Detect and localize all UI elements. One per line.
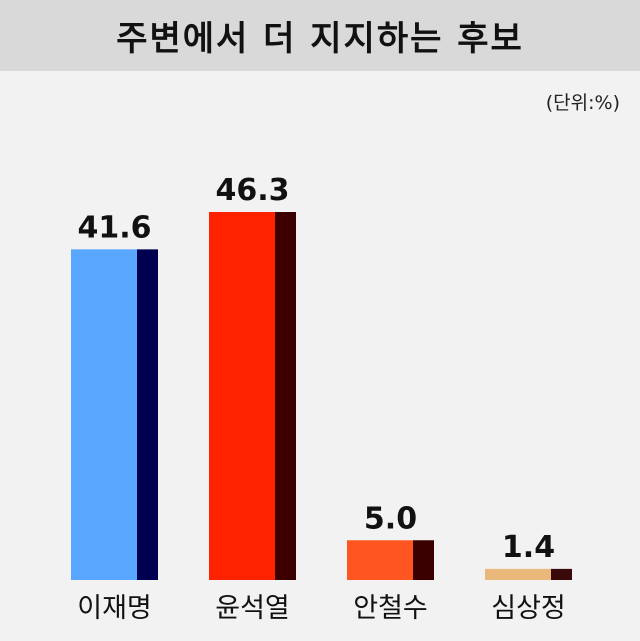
category-label-3: 안철수: [353, 593, 428, 624]
bar-3-side: [413, 540, 434, 580]
unit-label: (단위:%): [545, 92, 620, 114]
bar-2-face: [209, 212, 275, 580]
chart-header: 주변에서 더 지지하는 후보: [0, 0, 640, 71]
value-label-1: 41.6: [77, 210, 151, 245]
bar-2-side: [275, 212, 296, 580]
value-label-3: 5.0: [364, 501, 417, 536]
category-label-4: 심상정: [491, 593, 566, 624]
category-label-2: 윤석열: [215, 593, 290, 624]
bar-4-side: [551, 568, 572, 580]
value-label-4: 1.4: [502, 530, 555, 565]
bar-3-face: [347, 540, 413, 580]
category-label-1: 이재명: [77, 593, 152, 624]
bar-1-side: [137, 249, 158, 580]
value-label-2: 46.3: [215, 173, 289, 208]
bar-1-face: [71, 249, 137, 580]
bar-4-face: [485, 568, 551, 580]
chart-title: 주변에서 더 지지하는 후보: [116, 19, 524, 59]
